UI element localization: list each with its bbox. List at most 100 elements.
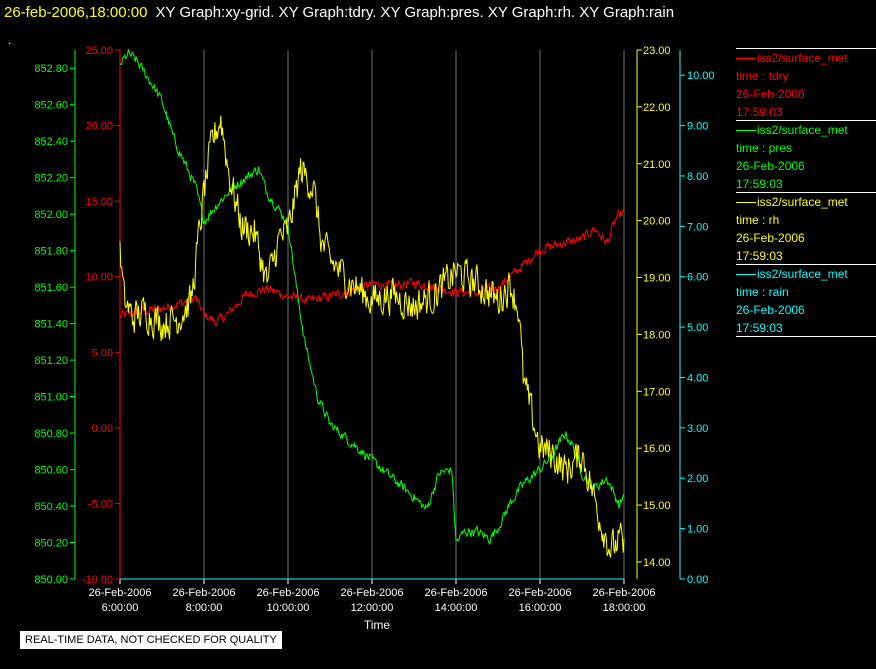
legend-swatch (736, 274, 756, 276)
rain-tick-label-7: 7.00 (687, 221, 708, 233)
rain-tick-label-3: 3.00 (687, 423, 708, 435)
x-tick-time-6: 18:00:00 (603, 602, 646, 614)
legend-time: 17:59:03 (736, 249, 783, 263)
legend-time: 17:59:03 (736, 321, 783, 335)
x-tick-date-0: 26-Feb-2006 (89, 587, 152, 599)
pres-tick-label-8: 851.60 (34, 282, 68, 294)
rain-tick-label-2: 2.00 (687, 473, 708, 485)
legend-time: 17:59:03 (736, 177, 783, 191)
tdry-tick-label-7: 25.00 (85, 45, 113, 57)
x-tick-date-1: 26-Feb-2006 (173, 587, 236, 599)
pres-tick-label-6: 851.20 (34, 355, 68, 367)
legend-swatch (736, 58, 756, 60)
window-title: 26-feb-2006,18:00:00 XY Graph:xy-grid. XY… (4, 2, 674, 24)
tdry-tick-label-2: 0.00 (92, 423, 113, 435)
pres-tick-label-10: 852.00 (34, 209, 68, 221)
legend-date: 26-Feb-2006 (736, 87, 805, 101)
pres-tick-label-3: 850.60 (34, 465, 68, 477)
rh-tick-label-2: 16.00 (643, 443, 671, 455)
rh-tick-label-5: 19.00 (643, 273, 671, 285)
legend-date: 26-Feb-2006 (736, 303, 805, 317)
pres-tick-label-9: 851.80 (34, 246, 68, 258)
legend-swatch (736, 202, 756, 204)
legend-series-name: iss2/surface_met (736, 49, 876, 67)
rain-tick-label-8: 8.00 (687, 171, 708, 183)
pres-tick-label-12: 852.40 (34, 136, 68, 148)
legend-var: time : rain (736, 285, 789, 299)
legend-divider (736, 120, 876, 121)
rain-tick-label-5: 5.00 (687, 322, 708, 334)
legend-series-label: iss2/surface_met (757, 267, 848, 281)
rain-tick-label-6: 6.00 (687, 272, 708, 284)
x-tick-time-0: 6:00:00 (102, 602, 139, 614)
legend-time: 17:59:03 (736, 105, 783, 119)
x-tick-date-4: 26-Feb-2006 (425, 587, 488, 599)
rain-tick-label-10: 10.00 (687, 70, 715, 82)
legend-date: 26-Feb-2006 (736, 231, 805, 245)
rain-tick-label-0: 0.00 (687, 574, 708, 586)
rh-tick-label-4: 18.00 (643, 329, 671, 341)
legend-series-name: iss2/surface_met (736, 265, 876, 283)
rh-tick-label-3: 17.00 (643, 386, 671, 398)
legend-series-label: iss2/surface_met (757, 51, 848, 65)
rh-tick-label-6: 20.00 (643, 216, 671, 228)
x-tick-time-2: 10:00:00 (267, 602, 310, 614)
x-tick-time-3: 12:00:00 (351, 602, 394, 614)
pres-tick-label-14: 852.80 (34, 63, 68, 75)
rain-tick-label-9: 9.00 (687, 121, 708, 133)
legend-var: time : tdry (736, 69, 789, 83)
rh-tick-label-7: 21.00 (643, 159, 671, 171)
tdry-tick-label-6: 20.00 (85, 121, 113, 133)
tdry-tick-label-0: -10.00 (82, 574, 113, 586)
series-line-rh (119, 115, 625, 558)
quality-disclaimer: REAL-TIME DATA, NOT CHECKED FOR QUALITY (20, 631, 282, 649)
pres-tick-label-7: 851.40 (34, 319, 68, 331)
legend-date: 26-Feb-2006 (736, 159, 805, 173)
rh-tick-label-0: 14.00 (643, 557, 671, 569)
status-dot: . (8, 33, 12, 47)
legend-bottom-divider (736, 336, 876, 337)
legend-series-name: iss2/surface_met (736, 193, 876, 211)
x-tick-time-5: 16:00:00 (519, 602, 562, 614)
legend-divider (736, 264, 876, 265)
x-axis-label: Time (364, 618, 391, 632)
legend-series-label: iss2/surface_met (757, 195, 848, 209)
x-tick-date-2: 26-Feb-2006 (257, 587, 320, 599)
pres-tick-label-1: 850.20 (34, 538, 68, 550)
pres-tick-label-13: 852.60 (34, 100, 68, 112)
pres-tick-label-2: 850.40 (34, 501, 68, 513)
x-tick-time-4: 14:00:00 (435, 602, 478, 614)
tdry-tick-label-5: 15.00 (85, 196, 113, 208)
rh-tick-label-1: 15.00 (643, 500, 671, 512)
legend-var: time : pres (736, 141, 793, 155)
x-tick-date-6: 26-Feb-2006 (593, 587, 656, 599)
legend-divider (736, 336, 876, 337)
legend-var: time : rh (736, 213, 780, 227)
title-timestamp: 26-feb-2006,18:00:00 (4, 4, 148, 21)
tdry-tick-label-3: 5.00 (92, 347, 113, 359)
pres-tick-label-11: 852.20 (34, 173, 68, 185)
series-line-pres (119, 48, 625, 546)
x-tick-time-1: 8:00:00 (186, 602, 223, 614)
tdry-tick-label-1: -5.00 (88, 498, 113, 510)
legend-divider (736, 48, 876, 49)
title-graph-list: XY Graph:xy-grid. XY Graph:tdry. XY Grap… (155, 4, 675, 21)
pres-tick-label-4: 850.80 (34, 428, 68, 440)
legend-divider (736, 192, 876, 193)
rain-tick-label-4: 4.00 (687, 372, 708, 384)
series-line-tdry (119, 207, 625, 328)
legend-swatch (736, 130, 756, 132)
tdry-tick-label-4: 10.00 (85, 272, 113, 284)
pres-tick-label-0: 850.00 (34, 574, 68, 586)
pres-tick-label-5: 851.00 (34, 392, 68, 404)
rh-tick-label-8: 22.00 (643, 102, 671, 114)
rain-tick-label-1: 1.00 (687, 524, 708, 536)
x-tick-date-5: 26-Feb-2006 (509, 587, 572, 599)
rh-tick-label-9: 23.00 (643, 45, 671, 57)
legend-series-label: iss2/surface_met (757, 123, 848, 137)
